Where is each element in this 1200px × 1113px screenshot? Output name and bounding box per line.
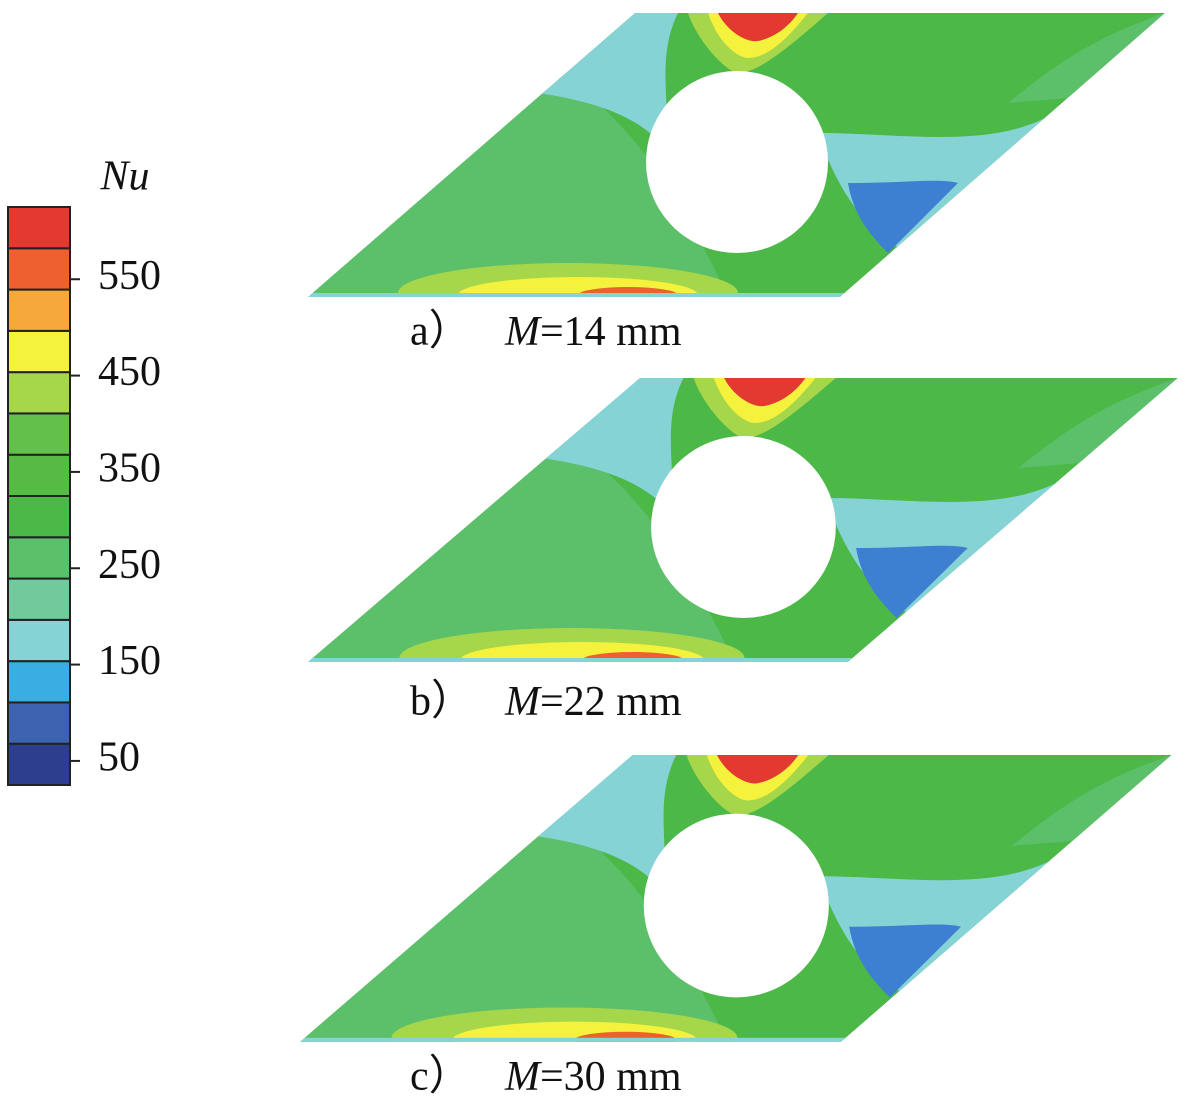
panel-caption: M=14 mm [504,309,682,355]
caption-text: =22 mm [540,679,682,725]
contour-panel [308,378,1178,688]
colorbar-swatch [7,660,71,704]
colorbar-swatch [7,206,71,250]
colorbar-tick-label: 250 [98,542,161,588]
contour-panel [300,755,1172,1068]
caption-symbol: M [504,309,542,355]
panel-label: a） [410,309,471,355]
caption-symbol: M [504,1054,542,1100]
colorbar-swatch [7,288,71,332]
colorbar-tick-label: 550 [98,253,161,299]
colorbar-swatch [7,412,71,456]
colorbar-swatch [7,701,71,745]
colorbar-swatch [7,536,71,580]
colorbar-swatch [7,453,71,498]
colorbar-swatch [7,742,71,787]
colorbar-swatch [7,247,71,291]
colorbar-swatch [7,577,71,621]
contour-panel [308,13,1165,323]
colorbar-swatch [7,495,71,539]
panel-caption: M=30 mm [504,1054,682,1100]
colorbar-title: Nu [99,154,149,200]
panel-label: b） [410,679,473,725]
colorbar-swatch [7,371,71,415]
caption-text: =14 mm [540,309,682,355]
panel-caption: M=22 mm [504,679,682,725]
colorbar-swatch [7,618,71,663]
caption-text: =30 mm [540,1054,682,1100]
colorbar-tick-label: 50 [98,735,140,781]
panel-label: c） [410,1054,471,1100]
colorbar-tick-label: 450 [98,349,161,395]
colorbar-swatch [7,329,71,374]
colorbar-tick-label: 350 [98,446,161,492]
colorbar-tick-label: 150 [98,638,161,684]
caption-symbol: M [504,679,542,725]
